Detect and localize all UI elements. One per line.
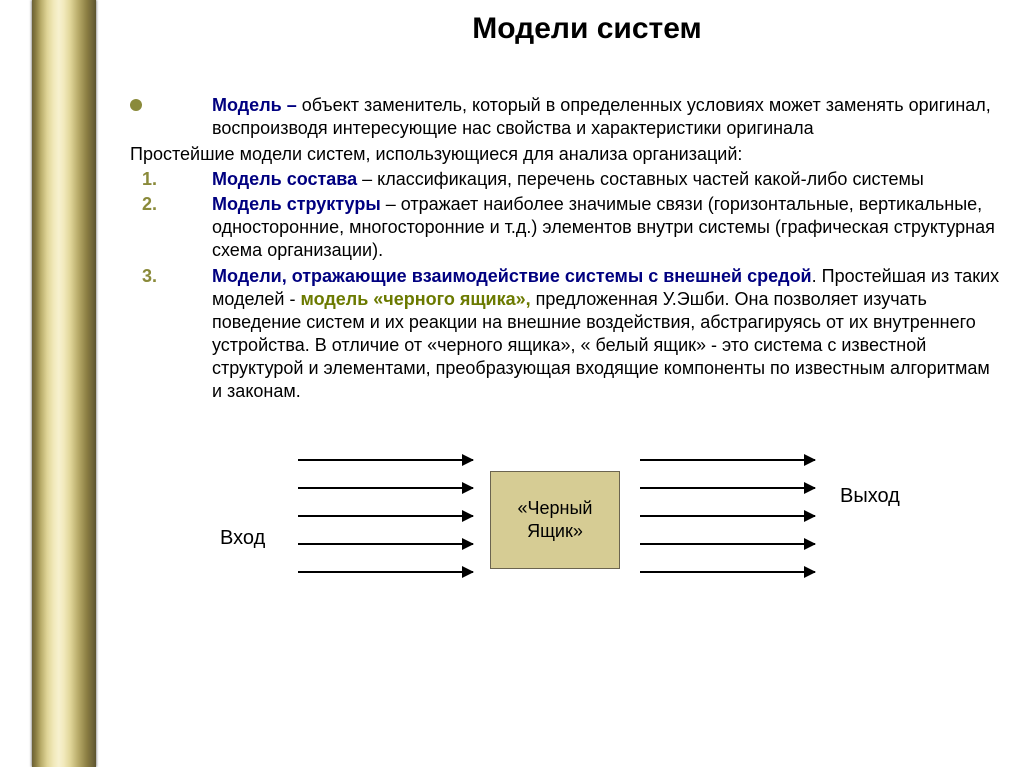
arrow-icon xyxy=(640,459,815,461)
intro-bullet: Модель – объект заменитель, который в оп… xyxy=(130,94,1004,139)
slide-content: Модели систем Модель – объект заменитель… xyxy=(130,0,1004,627)
intro-bold: Модель – xyxy=(212,95,302,115)
box-line2: Ящик» xyxy=(527,521,583,541)
arrow-icon xyxy=(298,543,473,545)
decorative-column xyxy=(32,0,96,767)
blackbox-diagram: Вход Выход «Черный Ящик» xyxy=(130,447,1004,627)
box-line1: «Черный xyxy=(518,498,593,518)
arrow-icon xyxy=(640,487,815,489)
page-title: Модели систем xyxy=(170,12,1004,46)
intro-text: Модель – объект заменитель, который в оп… xyxy=(212,94,1004,139)
item-bold: Модель структуры xyxy=(212,194,381,214)
list-item: Модели, отражающие взаимодействие систем… xyxy=(130,265,1004,403)
arrow-icon xyxy=(640,571,815,573)
arrow-icon xyxy=(640,515,815,517)
numbered-list: Модель состава – классификация, перечень… xyxy=(130,168,1004,402)
bullet-icon xyxy=(130,99,142,111)
intro-rest: объект заменитель, который в определенны… xyxy=(212,95,991,138)
arrow-icon xyxy=(640,543,815,545)
input-label: Вход xyxy=(220,527,265,550)
item-rest: – классификация, перечень составных част… xyxy=(357,169,924,189)
arrow-icon xyxy=(298,487,473,489)
item-bold: Модель состава xyxy=(212,169,357,189)
blackbox-node: «Черный Ящик» xyxy=(490,471,620,569)
item-olive: модель «черного ящика», xyxy=(300,289,535,309)
arrow-icon xyxy=(298,515,473,517)
output-label: Выход xyxy=(840,485,900,508)
subline: Простейшие модели систем, использующиеся… xyxy=(130,143,1004,166)
list-item: Модель состава – классификация, перечень… xyxy=(130,168,1004,191)
list-item: Модель структуры – отражает наиболее зна… xyxy=(130,193,1004,262)
arrow-icon xyxy=(298,459,473,461)
item-bold: Модели, отражающие взаимодействие систем… xyxy=(212,266,812,286)
arrow-icon xyxy=(298,571,473,573)
